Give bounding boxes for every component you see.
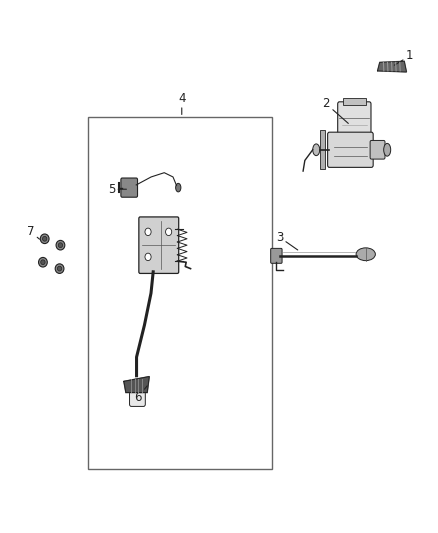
Ellipse shape	[41, 260, 45, 265]
Text: 6: 6	[134, 386, 147, 403]
Ellipse shape	[58, 243, 63, 247]
Text: 2: 2	[322, 98, 348, 124]
Text: 4: 4	[178, 92, 186, 115]
Polygon shape	[378, 61, 406, 72]
Bar	[343, 98, 366, 105]
Text: 7: 7	[27, 225, 39, 239]
FancyBboxPatch shape	[338, 102, 371, 138]
Ellipse shape	[356, 248, 375, 261]
Text: 1: 1	[394, 50, 413, 65]
FancyBboxPatch shape	[130, 389, 145, 406]
FancyBboxPatch shape	[139, 217, 179, 273]
Ellipse shape	[176, 183, 181, 192]
Bar	[88, 117, 272, 469]
Ellipse shape	[40, 234, 49, 244]
FancyBboxPatch shape	[328, 132, 373, 167]
Ellipse shape	[56, 240, 65, 250]
Polygon shape	[124, 376, 149, 392]
FancyBboxPatch shape	[370, 141, 385, 159]
Ellipse shape	[384, 143, 391, 156]
Text: 5: 5	[108, 183, 127, 196]
Ellipse shape	[145, 228, 151, 236]
Ellipse shape	[145, 253, 151, 261]
FancyBboxPatch shape	[121, 178, 138, 197]
Text: 3: 3	[276, 231, 298, 250]
Ellipse shape	[313, 144, 320, 156]
Bar	[320, 130, 325, 169]
Ellipse shape	[39, 257, 47, 267]
Ellipse shape	[55, 264, 64, 273]
FancyBboxPatch shape	[271, 248, 282, 263]
Ellipse shape	[166, 228, 172, 236]
Ellipse shape	[57, 266, 62, 271]
Ellipse shape	[42, 237, 47, 241]
